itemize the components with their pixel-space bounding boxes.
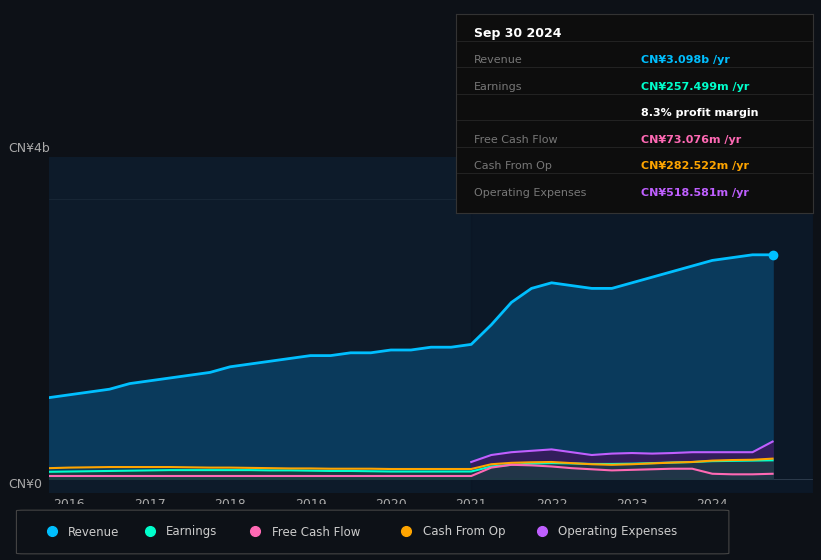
Text: CN¥4b: CN¥4b <box>8 142 50 155</box>
Text: CN¥0: CN¥0 <box>8 478 42 491</box>
Text: Earnings: Earnings <box>474 82 522 92</box>
Text: CN¥3.098b /yr: CN¥3.098b /yr <box>641 55 730 66</box>
Text: Earnings: Earnings <box>166 525 218 539</box>
Text: Cash From Op: Cash From Op <box>423 525 505 539</box>
Text: Cash From Op: Cash From Op <box>474 161 552 171</box>
Text: 8.3% profit margin: 8.3% profit margin <box>641 109 759 118</box>
Text: Sep 30 2024: Sep 30 2024 <box>474 27 561 40</box>
Text: CN¥257.499m /yr: CN¥257.499m /yr <box>641 82 750 92</box>
Text: CN¥73.076m /yr: CN¥73.076m /yr <box>641 135 741 145</box>
Text: Revenue: Revenue <box>68 525 120 539</box>
Text: CN¥282.522m /yr: CN¥282.522m /yr <box>641 161 750 171</box>
Text: Operating Expenses: Operating Expenses <box>474 188 586 198</box>
Bar <box>471 157 813 493</box>
Text: Revenue: Revenue <box>474 55 522 66</box>
Text: Free Cash Flow: Free Cash Flow <box>474 135 557 145</box>
Text: Operating Expenses: Operating Expenses <box>558 525 677 539</box>
Text: Free Cash Flow: Free Cash Flow <box>272 525 360 539</box>
Text: CN¥518.581m /yr: CN¥518.581m /yr <box>641 188 750 198</box>
